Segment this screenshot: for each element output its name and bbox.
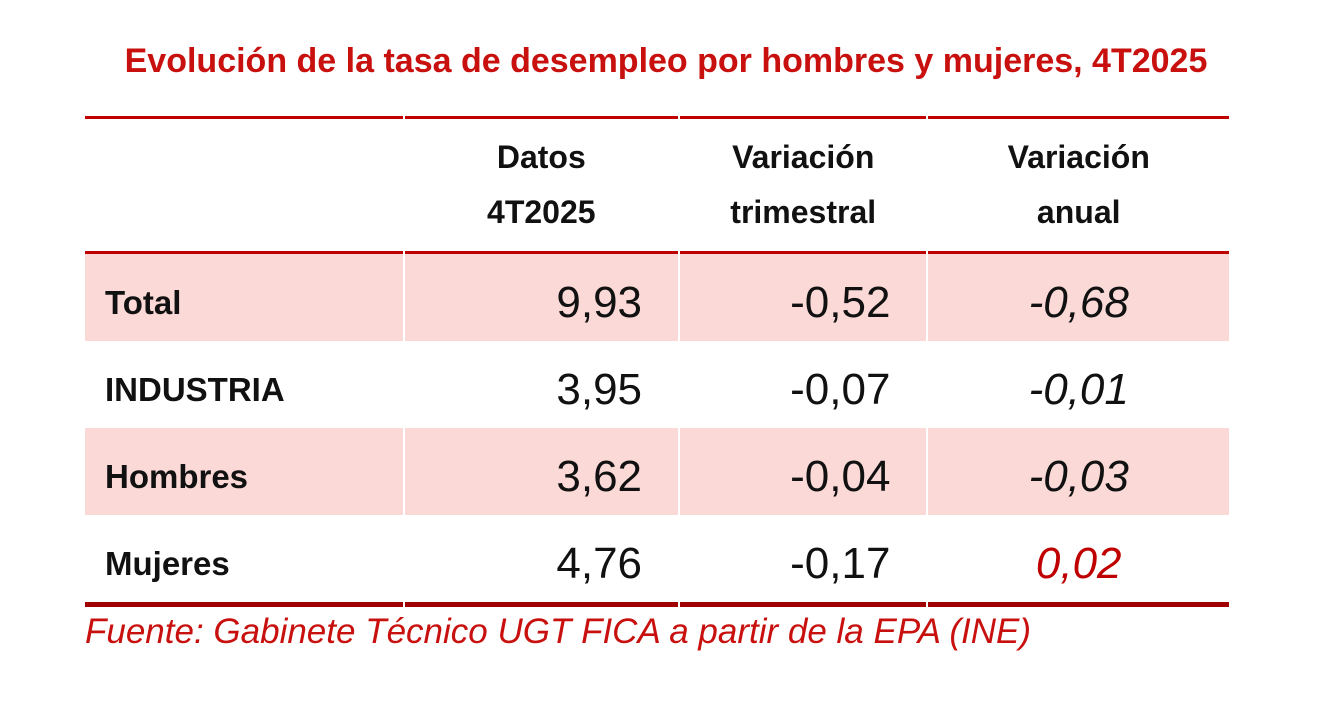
column-header-line: Variación [1007, 139, 1150, 175]
column-header-line: anual [1036, 194, 1121, 230]
table-row-mujeres: Mujeres 4,76 -0,17 0,02 [85, 515, 1229, 607]
column-header-datos: Datos 4T2025 [404, 116, 679, 254]
cell-var-trimestral: -0,52 [680, 254, 927, 341]
row-label: Mujeres [85, 515, 403, 607]
table-row-hombres: Hombres 3,62 -0,04 -0,03 [85, 428, 1229, 515]
header-row: Datos 4T2025 Variación trimestral Variac… [85, 116, 1229, 254]
cell-var-trimestral: -0,17 [680, 515, 927, 607]
column-header-variacion-anual: Variación anual [928, 116, 1229, 254]
source-note: Fuente: Gabinete Técnico UGT FICA a part… [85, 612, 1032, 651]
unemployment-table: Datos 4T2025 Variación trimestral Variac… [83, 116, 1231, 607]
cell-datos: 3,95 [556, 364, 643, 414]
row-label: Hombres [85, 428, 403, 515]
page-title: Evolución de la tasa de desempleo por ho… [124, 42, 1208, 80]
row-label: INDUSTRIA [105, 370, 285, 408]
column-header-line: trimestral [730, 194, 877, 230]
cell-var-anual: -0,01 [1028, 364, 1129, 414]
table-row-total: Total 9,93 -0,52 -0,68 [85, 254, 1229, 341]
table-row-industria: INDUSTRIA 3,95 -0,07 -0,01 [85, 341, 1229, 428]
cell-var-trimestral: -0,07 [790, 364, 891, 414]
column-header-line: Variación [732, 139, 875, 175]
cell-datos: 9,93 [404, 254, 679, 341]
column-header-line: 4T2025 [487, 194, 596, 230]
cell-var-anual: -0,68 [928, 254, 1229, 341]
cell-datos: 4,76 [404, 515, 679, 607]
cell-var-trimestral: -0,04 [680, 428, 927, 515]
cell-datos: 3,62 [404, 428, 679, 515]
column-header-variacion-trimestral: Variación trimestral [680, 116, 927, 254]
column-header-empty [85, 116, 403, 254]
column-header-line: Datos [496, 139, 586, 175]
row-label: Total [85, 254, 403, 341]
data-table: Datos 4T2025 Variación trimestral Variac… [83, 116, 1231, 607]
cell-var-anual: -0,03 [928, 428, 1229, 515]
cell-var-anual-highlighted: 0,02 [928, 515, 1229, 607]
